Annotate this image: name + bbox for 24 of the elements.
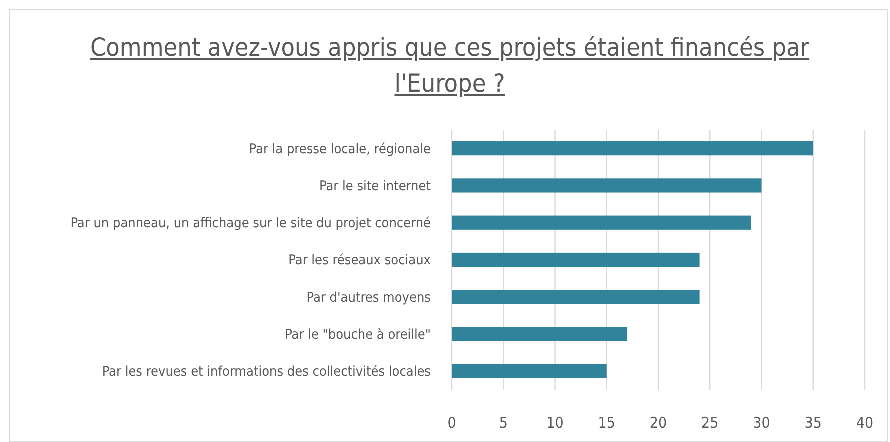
bar [452, 327, 628, 342]
x-tick-label: 40 [856, 414, 874, 432]
y-tick-label: Par le "bouche à oreille" [285, 327, 431, 344]
x-tick-label: 30 [753, 414, 770, 432]
bar [452, 142, 814, 156]
y-tick-label: Par les réseaux sociaux [288, 252, 431, 269]
y-tick-label: Par un panneau, un affichage sur le site du projet concerné [70, 216, 431, 232]
bar [452, 290, 700, 304]
x-tick-label: 15 [598, 414, 616, 432]
x-tick-label: 35 [804, 414, 822, 432]
x-tick-label: 20 [650, 414, 668, 432]
y-tick-label: Par d'autres moyens [306, 290, 431, 306]
x-tick-label: 10 [546, 414, 564, 432]
bar [452, 178, 762, 193]
bar [452, 252, 700, 268]
y-tick-label: Par la presse locale, régionale [249, 141, 431, 158]
bar [452, 216, 752, 230]
y-tick-label: Par les revues et informations des collectivités locales [102, 364, 431, 380]
y-tick-label: Par le site internet [319, 178, 432, 194]
x-tick-label: 0 [448, 414, 456, 432]
chart-title: Comment avez-vous appris que ces projets étaient financés par l'Europe ? [90, 33, 810, 98]
x-tick-label: 25 [702, 414, 719, 432]
x-tick-label: 5 [499, 414, 508, 432]
bar [452, 364, 607, 378]
